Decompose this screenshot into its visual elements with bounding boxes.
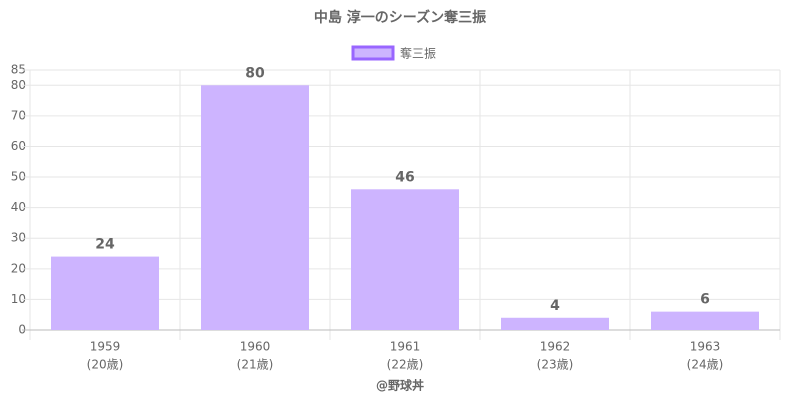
bar xyxy=(51,256,159,330)
x-tick-label: 1961 xyxy=(390,340,421,354)
y-tick-label: 70 xyxy=(11,108,26,122)
y-tick-label: 80 xyxy=(11,78,26,92)
data-label: 46 xyxy=(395,169,414,185)
x-tick-sublabel: (24歳) xyxy=(687,358,724,372)
data-label: 6 xyxy=(700,292,710,308)
x-tick-label: 1963 xyxy=(690,340,721,354)
data-label: 4 xyxy=(550,298,560,314)
bar xyxy=(501,317,609,330)
x-tick-sublabel: (23歳) xyxy=(537,358,574,372)
x-tick-label: 1962 xyxy=(540,340,571,354)
data-label: 24 xyxy=(95,237,115,253)
x-tick-sublabel: (22歳) xyxy=(387,358,424,372)
legend-swatch xyxy=(351,45,395,61)
y-tick-label: 40 xyxy=(11,200,26,214)
y-tick-label: 10 xyxy=(11,292,26,306)
bar xyxy=(351,189,459,330)
y-tick-label: 60 xyxy=(11,139,26,153)
x-tick-sublabel: (21歳) xyxy=(237,358,274,372)
y-tick-label: 50 xyxy=(11,170,26,184)
bar xyxy=(201,85,309,330)
x-tick-sublabel: (20歳) xyxy=(87,358,124,372)
legend-label: 奪三振 xyxy=(400,46,436,61)
data-label: 80 xyxy=(245,65,265,81)
x-tick-label: 1959 xyxy=(90,340,121,354)
x-tick-label: 1960 xyxy=(240,340,271,354)
chart-title: 中島 淳一のシーズン奪三振 xyxy=(314,9,486,26)
x-axis-title: @野球丼 xyxy=(376,378,424,393)
bar xyxy=(651,311,759,330)
y-tick-label: 30 xyxy=(11,231,26,245)
y-tick-label: 20 xyxy=(11,261,26,275)
y-tick-label: 85 xyxy=(11,63,26,77)
